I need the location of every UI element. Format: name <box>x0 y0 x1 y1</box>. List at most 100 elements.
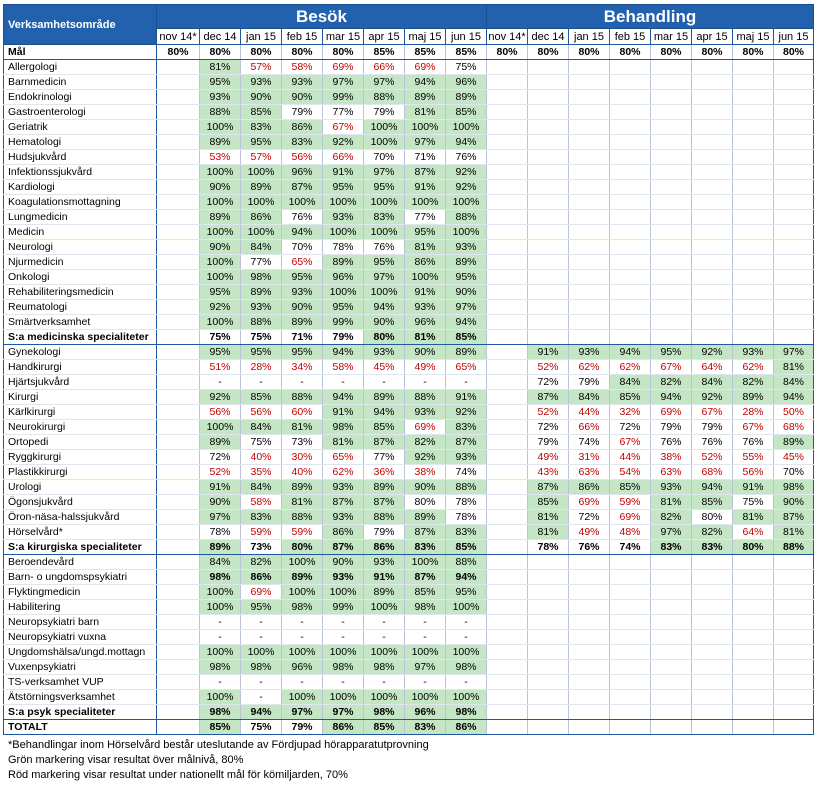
behandling-value-cell <box>486 134 528 150</box>
behandling-value-cell <box>650 569 692 585</box>
behandling-value-cell <box>732 674 774 690</box>
behandling-value-cell: 80% <box>486 44 528 60</box>
behandling-value-cell <box>486 374 528 390</box>
besok-value-cell: 95% <box>363 254 405 270</box>
behandling-value-cell <box>568 689 610 705</box>
besok-value-cell: 94% <box>322 344 364 360</box>
behandling-value-cell <box>773 554 814 570</box>
besok-value-cell: 51% <box>199 359 241 375</box>
besok-value-cell: 90% <box>445 284 487 300</box>
behandling-value-cell <box>732 269 774 285</box>
besok-value-cell: 100% <box>363 284 405 300</box>
behandling-value-cell: 81% <box>773 524 814 540</box>
table-row: Urologi 91% 84% 89% 93% 89% 90% 88% 87% 86% 85% 93%… <box>3 479 814 495</box>
besok-value-cell: 69% <box>322 59 364 75</box>
behandling-value-cell <box>527 584 569 600</box>
besok-value-cell: 96% <box>281 659 323 675</box>
besok-value-cell: 100% <box>363 134 405 150</box>
behandling-value-cell <box>527 644 569 660</box>
row-label: Medicin <box>3 224 157 240</box>
besok-value-cell: - <box>445 674 487 690</box>
row-label: Öron-näsa-halssjukvård <box>3 509 157 525</box>
besok-value-cell: 85% <box>404 44 446 60</box>
row-label: Ätstörningsverksamhet <box>3 689 157 705</box>
besok-value-cell: 87% <box>404 569 446 585</box>
row-label: Rehabiliteringsmedicin <box>3 284 157 300</box>
behandling-value-cell <box>486 629 528 645</box>
besok-value-cell <box>156 149 200 165</box>
besok-value-cell: 93% <box>322 479 364 495</box>
behandling-value-cell <box>773 149 814 165</box>
behandling-value-cell <box>691 89 733 105</box>
behandling-value-cell <box>568 149 610 165</box>
besok-value-cell <box>156 239 200 255</box>
besok-value-cell: 100% <box>281 554 323 570</box>
behandling-value-cell <box>691 659 733 675</box>
behandling-value-cell <box>732 659 774 675</box>
besok-value-cell: 85% <box>363 419 405 435</box>
behandling-value-cell <box>609 659 651 675</box>
besok-month-header: maj 15 <box>404 28 446 45</box>
behandling-value-cell <box>609 569 651 585</box>
besok-value-cell: 100% <box>199 269 241 285</box>
behandling-value-cell <box>609 194 651 210</box>
behandling-value-cell <box>609 89 651 105</box>
row-label: Kirurgi <box>3 389 157 405</box>
behandling-value-cell <box>609 314 651 330</box>
behandling-value-cell <box>650 674 692 690</box>
besok-value-cell: 100% <box>199 644 241 660</box>
behandling-value-cell <box>568 614 610 630</box>
behandling-value-cell <box>691 689 733 705</box>
besok-value-cell: 92% <box>404 449 446 465</box>
behandling-value-cell: 64% <box>732 524 774 540</box>
behandling-value-cell: 80% <box>568 44 610 60</box>
behandling-value-cell <box>568 329 610 345</box>
behandling-value-cell: 93% <box>650 479 692 495</box>
besok-value-cell: 75% <box>199 329 241 345</box>
behandling-value-cell: 90% <box>773 494 814 510</box>
behandling-value-cell <box>773 329 814 345</box>
behandling-month-header: dec 14 <box>527 28 569 45</box>
behandling-value-cell: 67% <box>609 434 651 450</box>
besok-value-cell: 75% <box>240 434 282 450</box>
besok-value-cell: 91% <box>404 179 446 195</box>
behandling-value-cell <box>732 104 774 120</box>
besok-value-cell: 100% <box>199 599 241 615</box>
behandling-value-cell: 38% <box>650 449 692 465</box>
table-row: Neuropsykiatri barn - - - - - - - <box>3 614 814 630</box>
behandling-value-cell <box>568 179 610 195</box>
behandling-value-cell <box>486 284 528 300</box>
besok-value-cell: 93% <box>445 239 487 255</box>
behandling-value-cell: 79% <box>527 434 569 450</box>
besok-value-cell: 85% <box>404 584 446 600</box>
footnote-green-marking: Grön markering visar resultat över målni… <box>8 754 244 766</box>
besok-value-cell: 100% <box>322 224 364 240</box>
behandling-value-cell <box>486 119 528 135</box>
behandling-value-cell <box>773 629 814 645</box>
behandling-value-cell <box>650 314 692 330</box>
behandling-value-cell <box>568 194 610 210</box>
row-label: Gastroenterologi <box>3 104 157 120</box>
behandling-value-cell <box>732 239 774 255</box>
besok-value-cell: 86% <box>404 254 446 270</box>
besok-value-cell <box>156 464 200 480</box>
besok-value-cell: 86% <box>281 119 323 135</box>
besok-value-cell: 58% <box>281 59 323 75</box>
behandling-value-cell: 52% <box>527 359 569 375</box>
besok-value-cell: 84% <box>199 554 241 570</box>
besok-value-cell: 86% <box>240 209 282 225</box>
besok-value-cell: - <box>281 629 323 645</box>
behandling-value-cell: 86% <box>568 479 610 495</box>
besok-value-cell: 84% <box>240 419 282 435</box>
besok-value-cell: 77% <box>322 104 364 120</box>
behandling-value-cell <box>732 629 774 645</box>
behandling-month-header: jun 15 <box>773 28 814 45</box>
behandling-value-cell <box>732 89 774 105</box>
behandling-value-cell <box>609 209 651 225</box>
besok-value-cell: 82% <box>404 434 446 450</box>
besok-value-cell: 65% <box>322 449 364 465</box>
besok-value-cell: 100% <box>404 689 446 705</box>
behandling-value-cell: 80% <box>691 44 733 60</box>
behandling-value-cell <box>609 554 651 570</box>
besok-value-cell: 59% <box>240 524 282 540</box>
